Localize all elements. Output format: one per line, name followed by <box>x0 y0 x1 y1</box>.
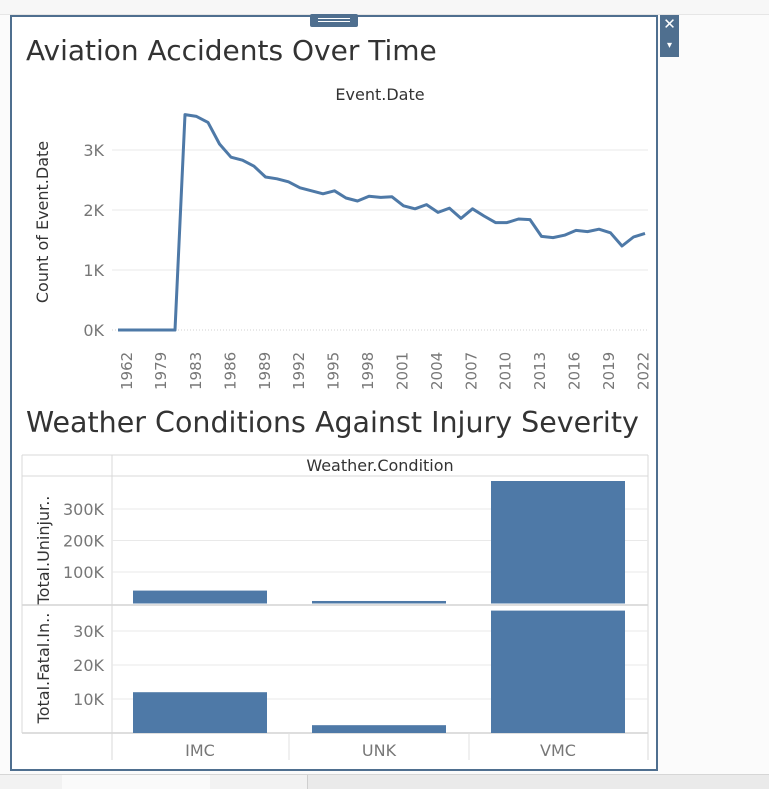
sheet-tab[interactable] <box>243 775 277 789</box>
y-tick-label: 300K <box>63 500 105 519</box>
x-tick-label: 2022 <box>634 352 652 390</box>
sheet-tab[interactable] <box>276 775 308 789</box>
x-tick-label: 2007 <box>462 352 480 390</box>
y-tick-label: 0K <box>83 321 104 340</box>
x-tick-label: 2010 <box>497 352 515 390</box>
y-tick-label: 100K <box>63 563 105 582</box>
x-tick-label: 2001 <box>393 352 411 390</box>
bar-chart-title: Weather Conditions Against Injury Severi… <box>26 406 639 439</box>
x-tick-label: 1986 <box>221 352 239 390</box>
x-tick-label: 1992 <box>290 352 308 390</box>
category-label: VMC <box>540 741 576 760</box>
top-tab-strip <box>0 0 769 15</box>
y-tick-label: 3K <box>83 141 104 160</box>
bar-chart-header: Weather.Condition <box>306 456 453 475</box>
x-tick-label: 1998 <box>359 352 377 390</box>
sheet-tab[interactable] <box>62 775 211 789</box>
close-icon[interactable]: ✕ <box>663 16 676 33</box>
x-tick-label: 2013 <box>531 352 549 390</box>
x-tick-label: 2019 <box>600 352 618 390</box>
category-label: UNK <box>362 741 397 760</box>
bottom-panel-ylabel: Total.Fatal.In.. <box>34 613 53 725</box>
x-tick-label: 1995 <box>325 352 343 390</box>
line-chart-ylabel: Count of Event.Date <box>33 141 52 303</box>
x-tick-label: 2016 <box>566 352 584 390</box>
y-tick-label: 10K <box>73 690 104 709</box>
bar-fatal <box>491 610 625 733</box>
sheet-tab[interactable] <box>210 775 244 789</box>
bar-fatal <box>133 692 267 733</box>
y-tick-label: 30K <box>73 622 104 641</box>
sheet-tab-bar <box>0 774 769 789</box>
line-chart-title: Aviation Accidents Over Time <box>26 34 437 67</box>
category-label: IMC <box>185 741 215 760</box>
grip-line <box>318 18 350 19</box>
bar-uninjured <box>133 590 267 604</box>
x-tick-label: 1979 <box>152 352 170 390</box>
container-controls[interactable]: ✕ ▾ <box>660 15 679 57</box>
drag-handle[interactable] <box>310 14 358 27</box>
x-tick-label: 1962 <box>118 352 136 390</box>
bar-uninjured <box>491 481 625 604</box>
x-tick-label: 1983 <box>187 352 205 390</box>
bar-uninjured <box>312 600 446 604</box>
grip-line <box>318 21 350 22</box>
x-tick-label: 1989 <box>256 352 274 390</box>
y-tick-label: 200K <box>63 532 105 551</box>
top-panel-ylabel: Total.Uninjur.. <box>34 496 53 606</box>
y-tick-label: 1K <box>83 261 104 280</box>
series-line <box>118 113 646 332</box>
bar-fatal <box>312 725 446 733</box>
line-chart-header: Event.Date <box>335 85 424 104</box>
x-tick-label: 2004 <box>428 352 446 390</box>
y-tick-label: 2K <box>83 201 104 220</box>
more-options-icon[interactable]: ▾ <box>666 40 673 51</box>
y-tick-label: 20K <box>73 656 104 675</box>
sheet-tab[interactable] <box>0 775 63 789</box>
